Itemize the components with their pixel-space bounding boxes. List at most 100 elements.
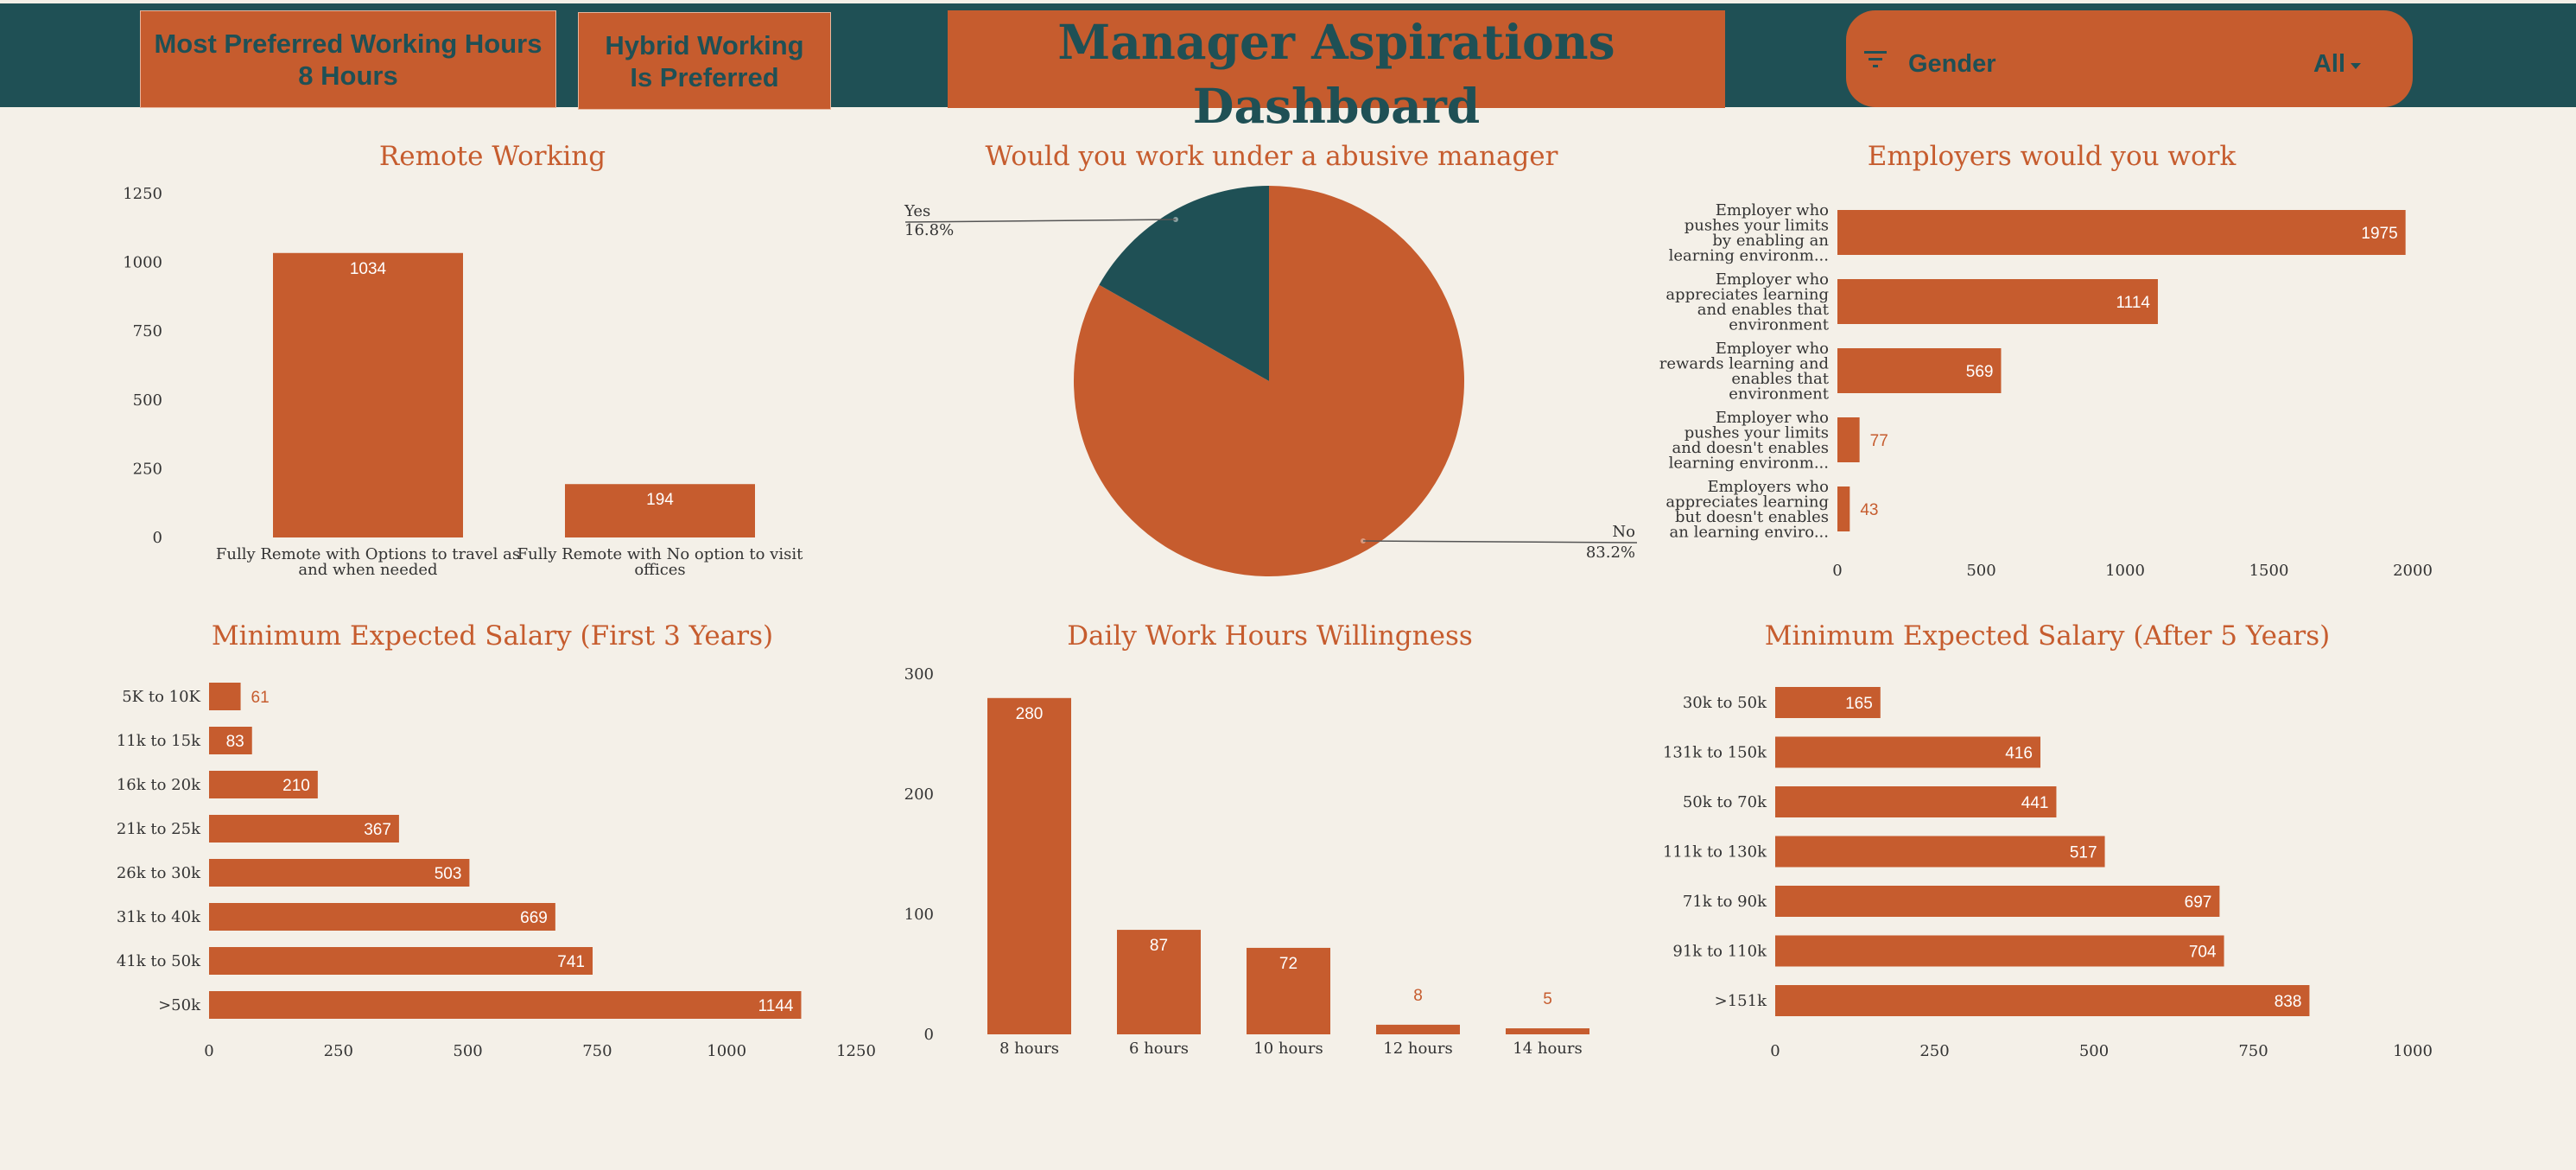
dashboard-title-text: Manager Aspirations Dashboard xyxy=(1057,14,1615,134)
salary5-bar xyxy=(1775,886,2220,917)
hours-data-label: 280 xyxy=(1016,705,1044,723)
salary3-bar xyxy=(209,991,802,1019)
salary3-data-label: 1144 xyxy=(758,997,794,1015)
employers-data-label: 569 xyxy=(1966,363,1994,381)
salary3-bar xyxy=(209,903,555,931)
salary3-data-label: 503 xyxy=(435,865,462,883)
remote-ytick-label: 750 xyxy=(133,322,162,340)
salary5-data-label: 838 xyxy=(2275,993,2302,1011)
salary5-data-label: 416 xyxy=(2005,745,2033,763)
employers-xtick-label: 2000 xyxy=(2393,562,2433,580)
salary3-category-label: 21k to 25k xyxy=(117,820,201,838)
kpi-hybrid-line2: Is Preferred xyxy=(630,61,779,92)
employers-category-label: environment xyxy=(1729,315,1830,334)
salary3-bar xyxy=(209,771,318,798)
hours-data-label: 72 xyxy=(1279,955,1298,973)
salary5-bar xyxy=(1775,985,2310,1016)
salary3-data-label: 61 xyxy=(251,689,270,707)
hours-category-label: 6 hours xyxy=(1129,1040,1189,1058)
kpi-hybrid-line1: Hybrid Working xyxy=(605,29,804,60)
employers-category-label: by enabling an xyxy=(1712,232,1829,250)
pie-percent-no: 83.2% xyxy=(1586,544,1635,562)
salary5-category-label: 91k to 110k xyxy=(1672,943,1767,961)
salary5-xtick-label: 500 xyxy=(2079,1042,2109,1060)
salary5-data-label: 697 xyxy=(2185,893,2212,912)
hours-category-label: 8 hours xyxy=(999,1040,1059,1058)
slicer-label: Gender xyxy=(1908,50,1996,78)
employers-bar xyxy=(1837,348,2002,393)
salary3-xtick-label: 1250 xyxy=(836,1042,876,1060)
employers-bar xyxy=(1837,486,1850,531)
kpi-working-hours-label: Most Preferred Working Hours xyxy=(154,28,542,59)
employers-category-label: Employers who xyxy=(1707,478,1829,496)
salary5-xtick-label: 0 xyxy=(1770,1042,1780,1060)
employers-category-label: learning environm... xyxy=(1669,246,1829,264)
salary3-bar xyxy=(209,815,399,843)
salary5-data-label: 517 xyxy=(2070,844,2097,862)
employers-category-label: rewards learning and xyxy=(1659,354,1829,372)
salary3-data-label: 741 xyxy=(557,953,585,971)
remote-bar xyxy=(565,484,755,537)
salary5-category-label: 30k to 50k xyxy=(1683,694,1767,712)
chart-title-abusive: Would you work under a abusive manager xyxy=(985,141,1558,172)
employers-data-label: 1114 xyxy=(2116,294,2151,312)
salary3-xtick-label: 1000 xyxy=(707,1042,746,1060)
remote-category-label: Fully Remote with Options to travel as xyxy=(216,545,520,563)
slicer-selected-value[interactable]: All xyxy=(2313,50,2345,78)
salary5-xtick-label: 250 xyxy=(1919,1042,1949,1060)
salary3-xtick-label: 750 xyxy=(582,1042,612,1060)
remote-category-label: and when needed xyxy=(298,561,437,579)
salary5-category-label: 111k to 130k xyxy=(1663,843,1767,862)
salary5-data-label: 165 xyxy=(1845,695,1873,713)
salary5-category-label: 131k to 150k xyxy=(1663,744,1767,762)
header-bar: Most Preferred Working Hours 8 Hours Hyb… xyxy=(0,0,2576,134)
salary3-bar xyxy=(209,727,252,754)
remote-bar xyxy=(273,252,463,537)
gender-slicer[interactable]: Gender All xyxy=(1846,10,2413,107)
salary3-bar xyxy=(209,683,241,710)
employers-category-label: Employer who xyxy=(1716,340,1829,358)
chevron-down-icon[interactable] xyxy=(2351,63,2361,69)
salary5-category-label: >151k xyxy=(1715,992,1767,1010)
employers-xtick-label: 1000 xyxy=(2105,562,2145,580)
remote-ytick-label: 1000 xyxy=(123,254,162,272)
employers-xtick-label: 500 xyxy=(1966,562,1995,580)
hours-bar xyxy=(987,697,1071,1034)
hours-bar xyxy=(1117,930,1201,1034)
hours-ytick-label: 0 xyxy=(924,1026,934,1044)
kpi-working-hours-value: 8 Hours xyxy=(298,60,398,91)
hours-category-label: 12 hours xyxy=(1383,1040,1453,1058)
salary3-category-label: 31k to 40k xyxy=(117,908,201,926)
salary3-category-label: 16k to 20k xyxy=(117,776,201,794)
salary3-xtick-label: 0 xyxy=(204,1042,213,1060)
chart-title-employers: Employers would you work xyxy=(1867,141,2237,172)
salary3-category-label: 11k to 15k xyxy=(117,732,201,750)
pie-label-yes: Yes xyxy=(904,202,930,220)
hours-bar xyxy=(1247,947,1330,1034)
salary5-bar xyxy=(1775,786,2057,817)
dashboard-title: Manager Aspirations Dashboard xyxy=(948,10,1725,134)
hours-ytick-label: 200 xyxy=(904,785,934,804)
salary3-category-label: >50k xyxy=(158,996,201,1014)
hours-data-label: 5 xyxy=(1543,990,1552,1008)
employers-category-label: but doesn't enables xyxy=(1675,508,1829,526)
employers-category-label: appreciates learning xyxy=(1666,493,1829,511)
employers-category-label: pushes your limits xyxy=(1685,423,1829,442)
employers-category-label: and enables that xyxy=(1697,301,1830,319)
pie-leader-line-no xyxy=(1362,540,1638,544)
hours-ytick-label: 100 xyxy=(904,906,934,924)
hours-bar xyxy=(1506,1028,1589,1034)
remote-ytick-label: 250 xyxy=(133,460,162,478)
salary5-xtick-label: 750 xyxy=(2238,1042,2268,1060)
hours-data-label: 8 xyxy=(1413,987,1423,1005)
chart-title-salary-first3: Minimum Expected Salary (First 3 Years) xyxy=(211,620,774,652)
salary3-category-label: 26k to 30k xyxy=(117,864,201,882)
salary3-bar xyxy=(209,859,470,887)
employers-category-label: environment xyxy=(1729,385,1830,403)
salary3-bar xyxy=(209,947,593,975)
employers-bar xyxy=(1837,279,2158,324)
pie-percent-yes: 16.8% xyxy=(904,221,954,239)
remote-ytick-label: 0 xyxy=(153,529,162,547)
remote-category-label: Fully Remote with No option to visit xyxy=(517,545,803,563)
employers-category-label: Employer who xyxy=(1716,201,1829,219)
